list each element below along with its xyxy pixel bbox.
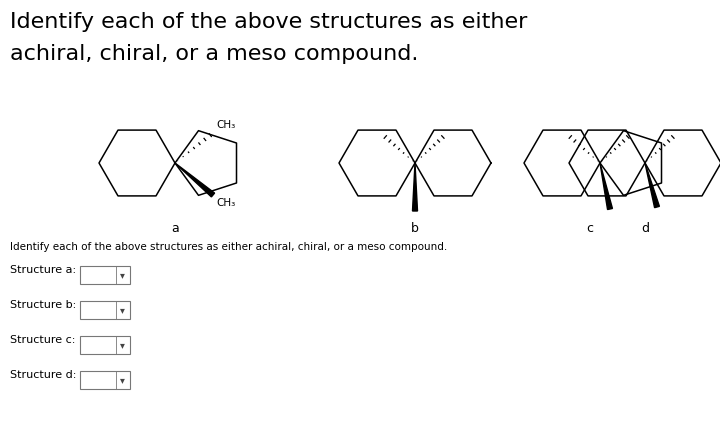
Polygon shape bbox=[645, 163, 660, 208]
Text: ▾: ▾ bbox=[120, 340, 125, 350]
Text: ▾: ▾ bbox=[120, 270, 125, 280]
Polygon shape bbox=[600, 163, 613, 210]
Text: Structure a:: Structure a: bbox=[10, 265, 76, 275]
Text: Identify each of the above structures as either achiral, chiral, or a meso compo: Identify each of the above structures as… bbox=[10, 242, 447, 252]
Text: Structure d:: Structure d: bbox=[10, 370, 76, 380]
Polygon shape bbox=[175, 163, 215, 197]
Text: ▾: ▾ bbox=[120, 375, 125, 385]
Text: a: a bbox=[171, 222, 179, 235]
Text: CH₃: CH₃ bbox=[216, 198, 235, 208]
Text: b: b bbox=[411, 222, 419, 235]
Text: CH₃: CH₃ bbox=[216, 120, 235, 130]
Text: ▾: ▾ bbox=[120, 305, 125, 315]
Bar bbox=[80, 266, 130, 284]
Text: Structure c:: Structure c: bbox=[10, 335, 76, 345]
Bar bbox=[80, 336, 130, 354]
Text: Identify each of the above structures as either: Identify each of the above structures as… bbox=[10, 12, 527, 32]
Polygon shape bbox=[413, 163, 418, 211]
Text: achiral, chiral, or a meso compound.: achiral, chiral, or a meso compound. bbox=[10, 44, 418, 64]
Text: Structure b:: Structure b: bbox=[10, 300, 76, 310]
Text: c: c bbox=[587, 222, 593, 235]
Text: d: d bbox=[641, 222, 649, 235]
Bar bbox=[80, 301, 130, 319]
Bar bbox=[80, 371, 130, 389]
